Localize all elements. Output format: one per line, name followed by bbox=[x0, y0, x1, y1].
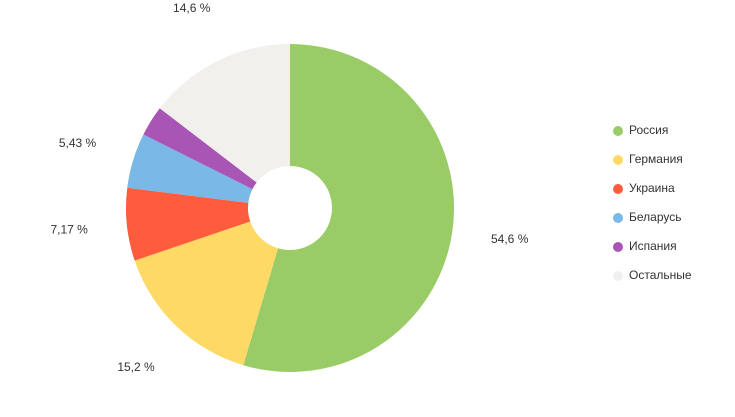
legend-marker bbox=[613, 271, 623, 281]
slice bbox=[125, 187, 251, 261]
slice bbox=[243, 44, 455, 373]
legend-marker bbox=[613, 242, 623, 252]
slice bbox=[134, 221, 279, 366]
slice-label: 7,17 % bbox=[50, 223, 88, 237]
legend-label: Испания bbox=[629, 239, 677, 253]
legend-marker bbox=[613, 126, 623, 136]
legend-marker bbox=[613, 155, 623, 165]
legend-label: Остальные bbox=[629, 268, 692, 282]
legend-label: Беларусь bbox=[629, 210, 681, 224]
slice-label: 5,43 % bbox=[59, 136, 97, 150]
slice-label: 15,2 % bbox=[117, 360, 155, 374]
legend-label: Германия bbox=[629, 152, 683, 166]
slice bbox=[127, 134, 253, 203]
legend-label: Россия bbox=[629, 123, 668, 137]
slice bbox=[143, 108, 257, 190]
legend-marker bbox=[613, 184, 623, 194]
legend-label: Украина bbox=[629, 181, 675, 195]
slice-label: 14,6 % bbox=[173, 1, 211, 15]
slice-label: 54,6 % bbox=[491, 232, 529, 246]
legend-marker bbox=[613, 213, 623, 223]
slice bbox=[159, 44, 290, 183]
